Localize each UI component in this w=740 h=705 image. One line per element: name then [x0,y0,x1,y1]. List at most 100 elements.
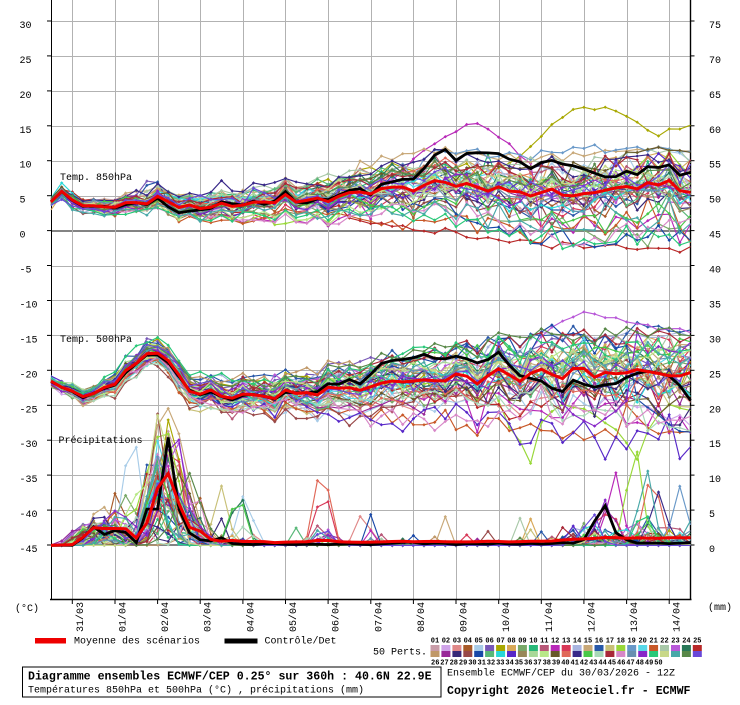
svg-text:20: 20 [638,638,646,646]
svg-text:14: 14 [573,638,581,646]
svg-text:23: 23 [671,638,679,646]
svg-text:06: 06 [485,638,493,646]
svg-text:42: 42 [580,660,588,668]
svg-text:Temp. 850hPa: Temp. 850hPa [60,172,132,184]
svg-text:35: 35 [515,660,523,668]
svg-text:26: 26 [431,660,439,668]
svg-text:30: 30 [468,660,476,668]
svg-text:01: 01 [431,638,439,646]
svg-text:-20: -20 [20,370,38,381]
svg-text:45: 45 [709,231,721,242]
svg-text:25: 25 [709,370,721,381]
svg-text:07/04: 07/04 [373,602,385,632]
svg-text:34: 34 [505,660,513,668]
svg-text:50 Perts.: 50 Perts. [373,648,427,659]
svg-text:(°C): (°C) [15,603,39,615]
svg-text:18: 18 [617,638,625,646]
svg-text:03: 03 [453,638,461,646]
svg-text:20: 20 [20,91,32,102]
svg-text:5: 5 [709,510,715,521]
svg-text:65: 65 [709,91,721,102]
svg-text:12: 12 [551,638,559,646]
svg-text:01/04: 01/04 [118,602,130,632]
svg-text:(mm): (mm) [708,602,732,614]
svg-text:03/04: 03/04 [203,602,215,632]
svg-text:-25: -25 [20,405,38,416]
svg-text:15: 15 [584,638,592,646]
svg-text:30: 30 [709,335,721,346]
svg-text:12/04: 12/04 [586,602,598,632]
svg-text:25: 25 [20,56,32,67]
svg-text:15: 15 [709,440,721,451]
svg-text:31: 31 [478,660,486,668]
svg-text:14/04: 14/04 [672,602,684,632]
svg-text:02: 02 [442,638,450,646]
svg-text:09: 09 [518,638,526,646]
svg-text:29: 29 [459,660,467,668]
svg-text:43: 43 [589,660,597,668]
svg-text:41: 41 [571,660,579,668]
svg-text:48: 48 [636,660,644,668]
svg-text:30: 30 [20,21,32,32]
svg-text:10: 10 [20,161,32,172]
svg-text:Contrôle/Det: Contrôle/Det [265,636,337,648]
svg-text:60: 60 [709,126,721,137]
svg-text:19: 19 [627,638,635,646]
svg-text:07: 07 [496,638,504,646]
svg-text:08/04: 08/04 [416,602,428,632]
svg-text:22: 22 [660,638,668,646]
svg-text:16: 16 [595,638,603,646]
svg-text:Précipitations: Précipitations [59,435,143,447]
svg-text:-45: -45 [20,545,38,556]
svg-text:25: 25 [693,638,701,646]
svg-text:50: 50 [709,196,721,207]
svg-text:32: 32 [487,660,495,668]
svg-text:Diagramme ensembles ECMWF/CEP: Diagramme ensembles ECMWF/CEP 0.25° sur … [28,671,432,684]
svg-text:-10: -10 [20,301,38,312]
svg-text:75: 75 [709,21,721,32]
svg-text:Copyright 2026 Meteociel.fr -: Copyright 2026 Meteociel.fr - ECMWF [447,685,691,698]
svg-text:02/04: 02/04 [160,602,172,632]
svg-text:Ensemble ECMWF/CEP du 30/03/20: Ensemble ECMWF/CEP du 30/03/2026 - 12Z [447,668,675,680]
svg-text:-35: -35 [20,475,38,486]
svg-text:10/04: 10/04 [501,602,513,632]
svg-text:-40: -40 [20,510,38,521]
svg-text:10: 10 [529,638,537,646]
svg-text:45: 45 [608,660,616,668]
svg-text:36: 36 [524,660,532,668]
svg-text:31/03: 31/03 [75,602,87,632]
svg-text:-30: -30 [20,440,38,451]
svg-text:24: 24 [682,638,690,646]
svg-text:21: 21 [649,638,657,646]
svg-text:40: 40 [561,660,569,668]
svg-text:-15: -15 [20,335,38,346]
svg-text:0: 0 [709,545,715,556]
svg-text:06/04: 06/04 [331,602,343,632]
svg-text:13/04: 13/04 [629,602,641,632]
svg-text:Temp. 500hPa: Temp. 500hPa [60,334,132,346]
svg-text:04: 04 [464,638,472,646]
svg-text:11/04: 11/04 [544,602,556,632]
svg-text:40: 40 [709,266,721,277]
svg-text:Températures 850hPa et 500hPa: Températures 850hPa et 500hPa (°C) , pré… [28,685,364,697]
svg-text:46: 46 [617,660,625,668]
svg-text:10: 10 [709,475,721,486]
svg-text:37: 37 [533,660,541,668]
svg-text:04/04: 04/04 [245,602,257,632]
svg-text:0: 0 [20,231,26,242]
svg-text:44: 44 [598,660,606,668]
svg-text:17: 17 [606,638,614,646]
svg-text:09/04: 09/04 [459,602,471,632]
svg-text:08: 08 [507,638,515,646]
svg-text:49: 49 [645,660,653,668]
svg-text:20: 20 [709,405,721,416]
svg-text:05/04: 05/04 [288,602,300,632]
svg-text:55: 55 [709,161,721,172]
svg-text:28: 28 [450,660,458,668]
svg-text:05: 05 [474,638,482,646]
svg-text:33: 33 [496,660,504,668]
svg-text:-5: -5 [20,266,32,277]
svg-text:70: 70 [709,56,721,67]
svg-text:50: 50 [654,660,662,668]
svg-text:13: 13 [562,638,570,646]
